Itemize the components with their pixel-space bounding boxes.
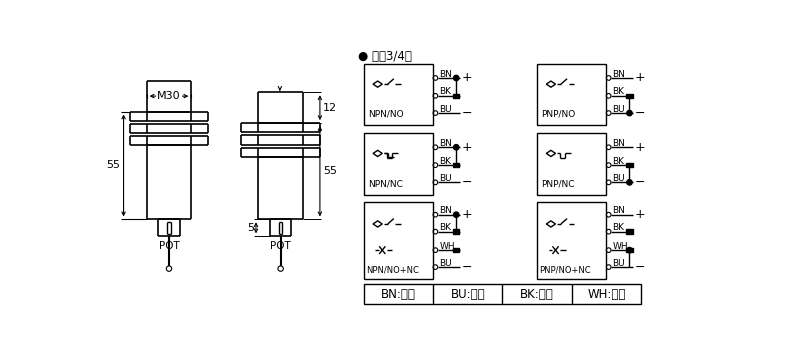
- Bar: [626, 163, 633, 168]
- Bar: [453, 248, 459, 252]
- Text: +: +: [635, 208, 646, 221]
- Circle shape: [454, 145, 459, 150]
- Text: +: +: [635, 141, 646, 154]
- Text: WH: WH: [439, 242, 455, 251]
- Bar: [626, 94, 633, 98]
- Text: +: +: [462, 71, 472, 84]
- Circle shape: [626, 180, 632, 185]
- Text: BK: BK: [439, 157, 451, 166]
- Text: +: +: [635, 71, 646, 84]
- Text: ● 直涁3/4线: ● 直涁3/4线: [358, 50, 411, 63]
- Text: BN: BN: [439, 206, 452, 215]
- Text: BN: BN: [613, 139, 626, 148]
- Text: −: −: [635, 260, 646, 274]
- Text: −: −: [462, 260, 472, 274]
- Bar: [453, 230, 459, 234]
- Text: BK: BK: [439, 223, 451, 232]
- Text: BU: BU: [613, 259, 625, 268]
- Text: BK: BK: [613, 223, 625, 232]
- Text: 55: 55: [106, 161, 121, 170]
- Text: PNP/NC: PNP/NC: [541, 179, 574, 188]
- Text: +: +: [462, 141, 472, 154]
- Bar: [364, 133, 433, 195]
- Text: 5: 5: [246, 223, 254, 233]
- Text: NPN/NO+NC: NPN/NO+NC: [366, 266, 419, 275]
- Text: BU: BU: [613, 105, 625, 114]
- Text: BN: BN: [613, 70, 626, 78]
- Text: BK: BK: [439, 88, 451, 96]
- Text: BK: BK: [613, 157, 625, 166]
- Text: −: −: [462, 107, 472, 120]
- Text: −: −: [462, 176, 472, 189]
- Text: NPN/NO: NPN/NO: [368, 110, 403, 119]
- Text: −: −: [635, 176, 646, 189]
- Text: BU:兰色: BU:兰色: [450, 288, 485, 301]
- Text: BN: BN: [439, 70, 452, 78]
- Text: PNP/NO+NC: PNP/NO+NC: [539, 266, 591, 275]
- Bar: [626, 248, 633, 252]
- Bar: [364, 284, 641, 304]
- Text: 12: 12: [323, 103, 337, 113]
- Text: BN: BN: [439, 139, 452, 148]
- Text: WH: WH: [613, 242, 628, 251]
- Text: BU: BU: [439, 174, 452, 183]
- Text: M30: M30: [157, 91, 181, 101]
- Circle shape: [454, 75, 459, 81]
- Bar: [364, 202, 433, 279]
- Text: BU: BU: [613, 174, 625, 183]
- Text: POT: POT: [270, 240, 291, 251]
- Text: BN: BN: [613, 206, 626, 215]
- Text: BK: BK: [613, 88, 625, 96]
- Bar: [537, 133, 606, 195]
- Text: POT: POT: [158, 240, 179, 251]
- Text: +: +: [462, 208, 472, 221]
- Text: PNP/NO: PNP/NO: [541, 110, 575, 119]
- Bar: [537, 202, 606, 279]
- Bar: [626, 230, 633, 234]
- Circle shape: [626, 247, 632, 253]
- Text: BN:棕色: BN:棕色: [381, 288, 416, 301]
- Text: 55: 55: [323, 166, 337, 176]
- Text: BK:黑色: BK:黑色: [520, 288, 554, 301]
- Circle shape: [626, 111, 632, 116]
- Bar: [453, 163, 459, 168]
- Circle shape: [454, 212, 459, 218]
- Text: BU: BU: [439, 259, 452, 268]
- Bar: [364, 64, 433, 125]
- Bar: [453, 94, 459, 98]
- Text: −: −: [635, 107, 646, 120]
- Bar: [537, 64, 606, 125]
- Text: WH:白色: WH:白色: [587, 288, 626, 301]
- Text: BU: BU: [439, 105, 452, 114]
- Text: NPN/NC: NPN/NC: [368, 179, 402, 188]
